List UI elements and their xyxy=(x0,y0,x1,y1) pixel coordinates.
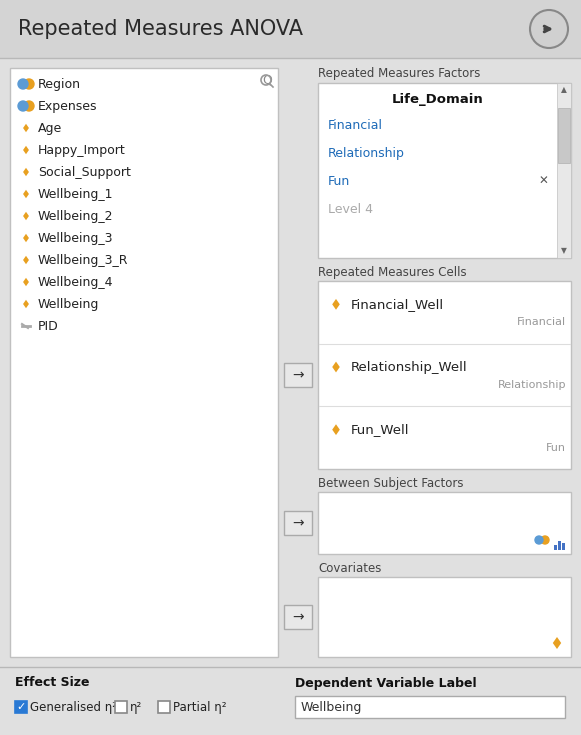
FancyBboxPatch shape xyxy=(558,108,570,163)
Text: Wellbeing_2: Wellbeing_2 xyxy=(38,209,113,223)
Text: Wellbeing_3: Wellbeing_3 xyxy=(38,232,113,245)
Text: Relationship: Relationship xyxy=(328,146,405,159)
Circle shape xyxy=(24,79,34,89)
Circle shape xyxy=(24,101,34,111)
Text: →: → xyxy=(292,368,304,382)
Polygon shape xyxy=(23,190,29,198)
FancyBboxPatch shape xyxy=(158,701,170,713)
Text: Expenses: Expenses xyxy=(38,99,98,112)
Text: ✕: ✕ xyxy=(538,174,548,187)
Polygon shape xyxy=(23,146,29,154)
Text: Wellbeing_1: Wellbeing_1 xyxy=(38,187,113,201)
Circle shape xyxy=(18,79,28,89)
Bar xyxy=(558,541,561,550)
Text: ▼: ▼ xyxy=(561,246,567,256)
Text: Age: Age xyxy=(38,121,62,135)
Polygon shape xyxy=(23,123,29,132)
FancyBboxPatch shape xyxy=(0,0,581,58)
Text: Partial η²: Partial η² xyxy=(173,700,227,714)
Polygon shape xyxy=(332,424,340,435)
Text: Social_Support: Social_Support xyxy=(38,165,131,179)
Bar xyxy=(554,545,557,550)
Text: →: → xyxy=(292,516,304,530)
Text: ▲: ▲ xyxy=(561,85,567,95)
FancyBboxPatch shape xyxy=(318,492,571,554)
Text: Effect Size: Effect Size xyxy=(15,676,89,689)
Polygon shape xyxy=(23,256,29,264)
Text: Fun_Well: Fun_Well xyxy=(351,423,410,436)
Text: Financial: Financial xyxy=(328,118,383,132)
Circle shape xyxy=(18,101,28,111)
Polygon shape xyxy=(23,278,29,286)
Text: Dependent Variable Label: Dependent Variable Label xyxy=(295,676,476,689)
Text: ✓: ✓ xyxy=(16,702,26,712)
Text: Repeated Measures Factors: Repeated Measures Factors xyxy=(318,66,480,79)
FancyBboxPatch shape xyxy=(115,701,127,713)
Text: Life_Domain: Life_Domain xyxy=(392,93,483,106)
FancyBboxPatch shape xyxy=(10,68,278,657)
Text: Fun: Fun xyxy=(328,174,350,187)
Polygon shape xyxy=(332,362,340,373)
Text: Repeated Measures ANOVA: Repeated Measures ANOVA xyxy=(18,19,303,39)
FancyBboxPatch shape xyxy=(284,605,312,629)
Text: Happy_Import: Happy_Import xyxy=(38,143,125,157)
FancyBboxPatch shape xyxy=(284,363,312,387)
Polygon shape xyxy=(23,234,29,243)
Text: Financial: Financial xyxy=(517,318,566,327)
Polygon shape xyxy=(23,212,29,220)
Circle shape xyxy=(541,536,549,544)
Text: Relationship: Relationship xyxy=(497,380,566,390)
Text: Wellbeing: Wellbeing xyxy=(301,700,363,714)
Text: η²: η² xyxy=(130,700,142,714)
Circle shape xyxy=(530,10,568,48)
FancyBboxPatch shape xyxy=(318,577,571,657)
Text: Repeated Measures Cells: Repeated Measures Cells xyxy=(318,265,467,279)
Text: Between Subject Factors: Between Subject Factors xyxy=(318,476,464,490)
Text: PID: PID xyxy=(38,320,59,332)
FancyBboxPatch shape xyxy=(15,701,27,713)
FancyBboxPatch shape xyxy=(557,83,571,258)
Text: Covariates: Covariates xyxy=(318,562,381,575)
Text: Wellbeing_4: Wellbeing_4 xyxy=(38,276,113,289)
Text: Wellbeing_3_R: Wellbeing_3_R xyxy=(38,254,128,267)
Text: →: → xyxy=(292,610,304,624)
Text: Generalised η²: Generalised η² xyxy=(30,700,117,714)
Text: Fun: Fun xyxy=(546,442,566,453)
Text: Wellbeing: Wellbeing xyxy=(38,298,99,310)
Polygon shape xyxy=(332,299,340,309)
Text: Relationship_Well: Relationship_Well xyxy=(351,360,468,373)
Polygon shape xyxy=(23,300,29,308)
Text: Level 4: Level 4 xyxy=(328,203,373,215)
FancyBboxPatch shape xyxy=(318,83,571,258)
Polygon shape xyxy=(553,637,561,649)
Polygon shape xyxy=(23,168,29,176)
Text: Region: Region xyxy=(38,77,81,90)
FancyBboxPatch shape xyxy=(295,696,565,718)
Text: Q: Q xyxy=(262,74,272,87)
FancyBboxPatch shape xyxy=(318,281,571,469)
FancyBboxPatch shape xyxy=(284,511,312,535)
Text: Financial_Well: Financial_Well xyxy=(351,298,444,311)
Bar xyxy=(561,543,565,550)
Circle shape xyxy=(535,536,543,544)
